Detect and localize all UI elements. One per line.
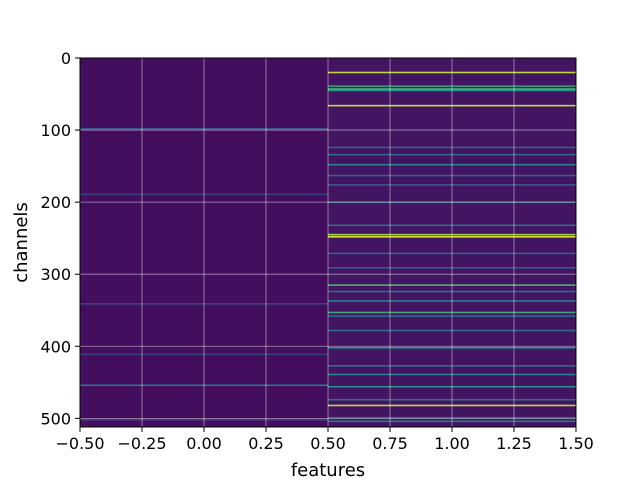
x-tick-label: 0.25	[248, 434, 284, 453]
x-tick-label: 0.75	[372, 434, 408, 453]
x-tick-label: 1.25	[496, 434, 532, 453]
x-tick-label: 0.00	[186, 434, 222, 453]
y-axis-label: channels	[11, 202, 32, 283]
x-tick-label: 1.00	[434, 434, 470, 453]
y-tick-label: 500	[40, 409, 71, 428]
x-tick-label: 0.50	[310, 434, 346, 453]
y-tick-label: 300	[40, 265, 71, 284]
x-tick-label: −0.25	[117, 434, 166, 453]
y-tick-label: 400	[40, 337, 71, 356]
y-tick-label: 200	[40, 193, 71, 212]
x-tick-label: 1.50	[558, 434, 594, 453]
axis-ticks: −0.50 −0.25 0.00 0.25 0.50 0.75 1.00 1.25 1.50 0 1…	[40, 49, 593, 453]
y-tick-label: 100	[40, 121, 71, 140]
y-tick-label: 0	[61, 49, 71, 68]
x-tick-label: −0.50	[55, 434, 104, 453]
x-axis-label: features	[291, 460, 365, 480]
